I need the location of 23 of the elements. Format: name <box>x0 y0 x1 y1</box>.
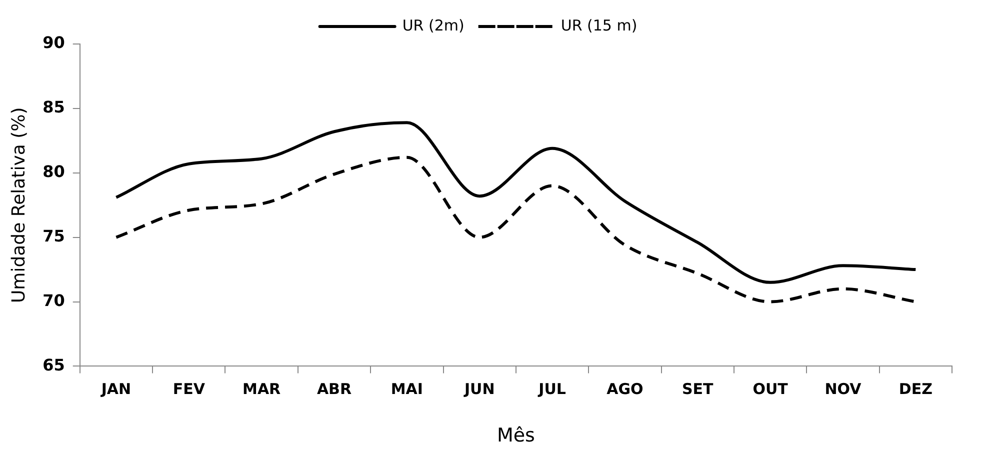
y-tick-label: 65 <box>42 355 65 374</box>
x-tick-label: MAI <box>390 380 423 398</box>
x-axis-title: Mês <box>496 424 535 447</box>
x-tick-label: NOV <box>824 380 862 398</box>
x-tick-label: JAN <box>100 380 132 398</box>
x-tick-label: MAR <box>242 380 282 398</box>
legend-label: UR (2m) <box>402 16 464 34</box>
y-tick-label: 70 <box>42 290 65 310</box>
x-tick-label: AGO <box>606 380 644 398</box>
legend-label: UR (15 m) <box>560 16 638 34</box>
y-tick-label: 90 <box>42 33 65 52</box>
y-tick-label: 80 <box>42 162 65 182</box>
x-tick-label: ABR <box>316 380 352 398</box>
x-tick-label: DEZ <box>898 380 933 398</box>
x-tick-label: FEV <box>172 380 206 398</box>
y-tick-label: 75 <box>42 226 65 246</box>
y-tick-label: 85 <box>42 98 65 117</box>
x-tick-label: JUN <box>463 380 495 398</box>
x-tick-label: SET <box>682 380 714 398</box>
y-axis-title: Umidade Relativa (%) <box>8 107 30 304</box>
line-series <box>114 121 918 284</box>
x-tick-label: JUL <box>538 380 566 398</box>
x-tick-label: OUT <box>752 380 789 398</box>
